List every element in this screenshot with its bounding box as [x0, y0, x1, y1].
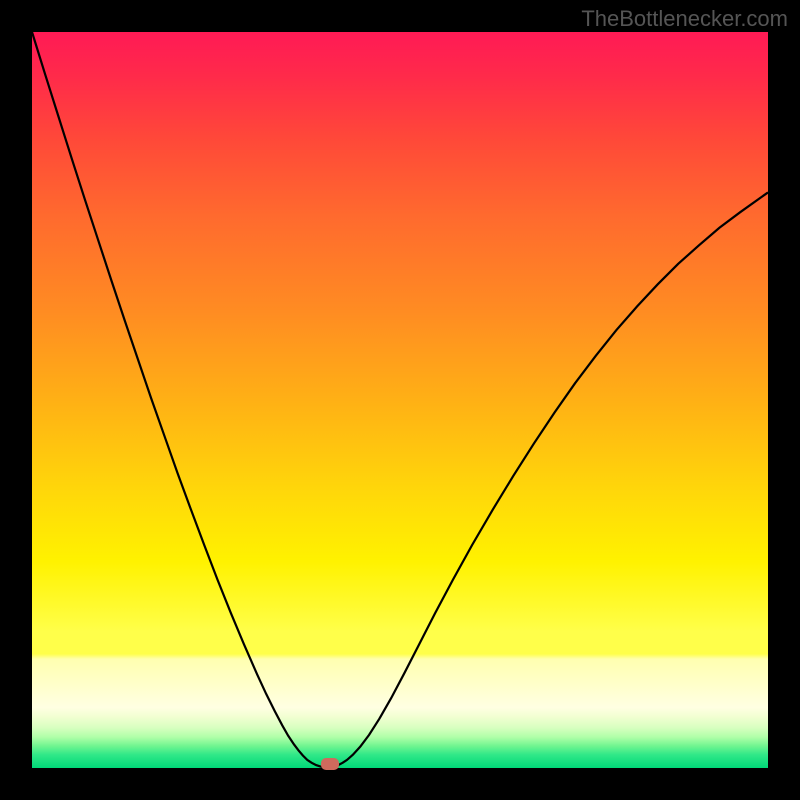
- chart-plot-area: [32, 32, 768, 768]
- bottleneck-curve: [32, 32, 768, 768]
- optimal-point-marker: [321, 758, 339, 770]
- watermark-text: TheBottlenecker.com: [581, 6, 788, 32]
